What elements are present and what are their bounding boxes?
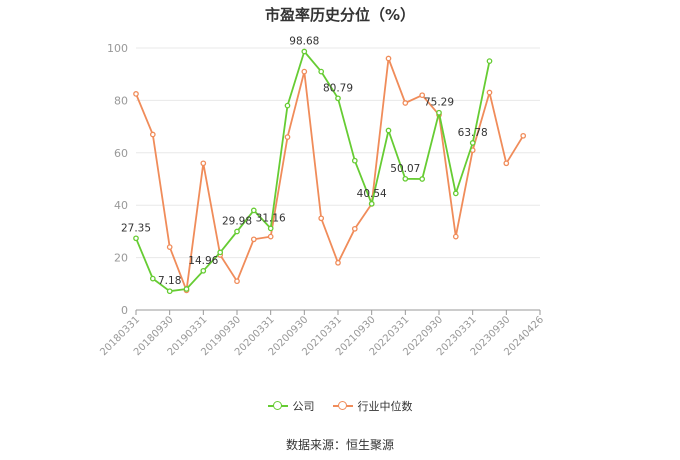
- data-point: [166, 288, 173, 295]
- data-point: [402, 100, 409, 106]
- data-point: [419, 92, 426, 99]
- data-point: [520, 132, 527, 139]
- y-tick-label: 0: [121, 304, 128, 317]
- chart-title: 市盈率历史分位（%）: [264, 6, 416, 24]
- data-point: [284, 134, 291, 140]
- series-layer: [133, 48, 527, 295]
- grid-layer: [136, 47, 540, 259]
- y-tick-label: 40: [114, 199, 128, 212]
- legend-swatch: [267, 401, 288, 411]
- data-point: [351, 157, 358, 164]
- data-point: [503, 160, 510, 167]
- data-point: [234, 228, 240, 235]
- label-layer: 27.35 7.18 14.96 29.98 31.16 98.68 80.79 40.54 5…: [121, 36, 488, 288]
- data-label: 75.29: [424, 97, 454, 109]
- y-tick-label: 60: [114, 147, 128, 160]
- y-tick-label: 20: [114, 252, 128, 265]
- series-line: [135, 57, 524, 292]
- legend-item[interactable]: 公司: [267, 398, 315, 414]
- data-point: [267, 233, 274, 240]
- data-point: [402, 175, 409, 182]
- data-point: [452, 190, 459, 197]
- data-point: [149, 131, 156, 138]
- legend-label: 行业中位数: [357, 400, 413, 413]
- series-line: [135, 50, 491, 293]
- data-point: [368, 200, 375, 207]
- data-point: [486, 58, 493, 64]
- data-point: [133, 235, 139, 242]
- data-point: [183, 286, 190, 292]
- data-point: [335, 259, 341, 266]
- source-note: 数据来源：恒生聚源: [285, 438, 394, 452]
- data-point: [318, 215, 325, 222]
- legend-label: 公司: [292, 400, 315, 413]
- data-point: [436, 109, 442, 116]
- data-point: [301, 48, 308, 55]
- data-point: [469, 140, 476, 146]
- data-label: 14.96: [188, 255, 218, 267]
- data-point: [166, 244, 173, 250]
- data-point: [200, 160, 207, 167]
- legend: 公司 行业中位数: [0, 397, 680, 415]
- data-point: [217, 249, 224, 256]
- data-point: [318, 68, 325, 75]
- data-point: [234, 278, 240, 285]
- data-point: [385, 127, 392, 134]
- data-point: [351, 225, 358, 232]
- data-point: [486, 89, 493, 96]
- legend-item[interactable]: 行业中位数: [332, 398, 413, 414]
- data-point: [419, 176, 426, 182]
- data-point: [335, 95, 341, 102]
- data-point: [149, 275, 156, 282]
- data-label: 50.07: [390, 163, 420, 175]
- data-label: 63.78: [458, 127, 488, 139]
- data-point: [301, 68, 308, 75]
- data-point: [200, 267, 207, 274]
- data-label: 29.98: [222, 216, 252, 228]
- legend-swatch: [332, 401, 353, 411]
- data-point: [267, 225, 274, 232]
- data-label: 40.54: [357, 188, 387, 200]
- data-label: 31.16: [256, 212, 286, 224]
- data-point: [385, 55, 392, 62]
- data-label: 7.18: [158, 275, 181, 287]
- data-point: [250, 207, 257, 214]
- data-label: 98.68: [289, 36, 319, 48]
- data-label: 27.35: [121, 222, 151, 234]
- y-tick-label: 100: [107, 42, 128, 55]
- data-point: [284, 102, 291, 109]
- data-label: 80.79: [323, 82, 353, 94]
- data-point: [133, 91, 139, 97]
- data-point: [452, 233, 459, 240]
- data-point: [250, 236, 257, 243]
- y-tick-label: 80: [114, 94, 128, 107]
